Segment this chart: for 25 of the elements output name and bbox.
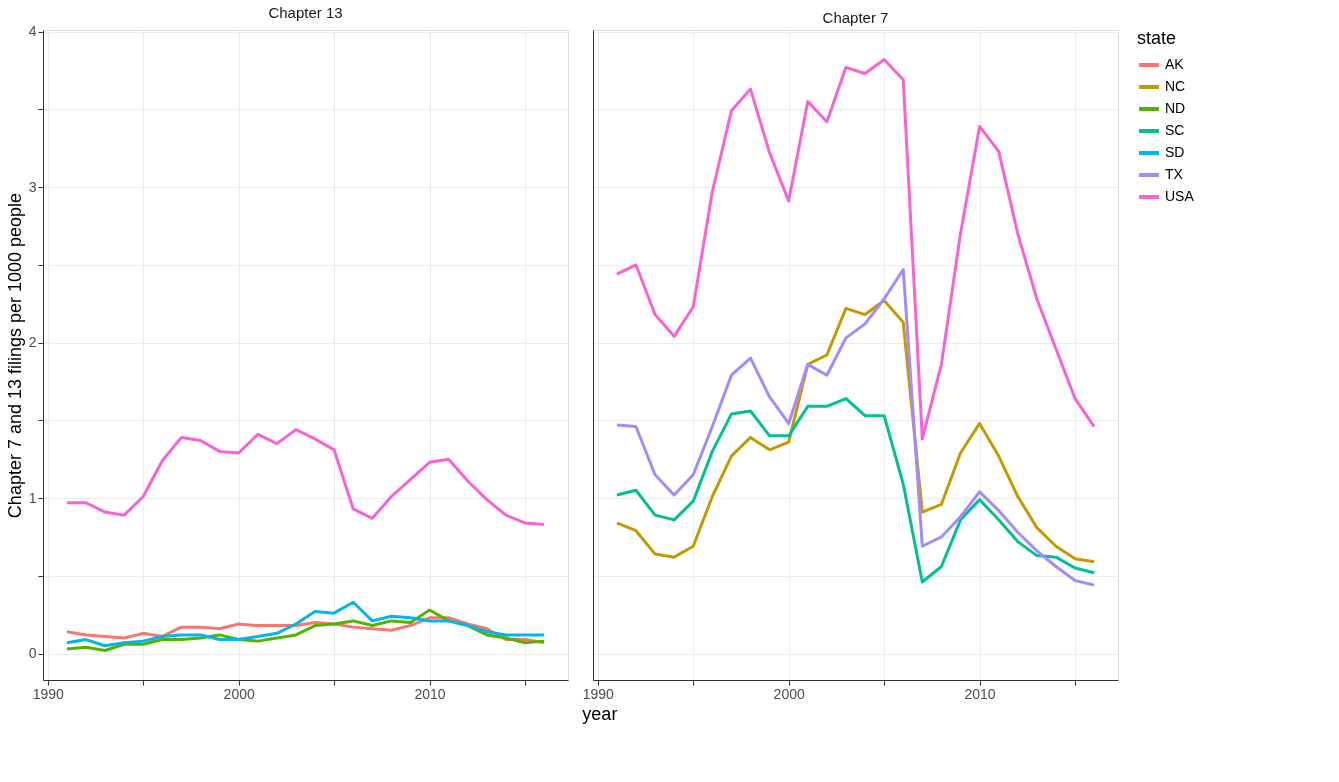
y-tick-label: 0 bbox=[28, 645, 37, 662]
x-tick-label: 1990 bbox=[32, 685, 65, 702]
legend-label: AK bbox=[1165, 56, 1185, 72]
y-tick-label: 4 bbox=[28, 23, 37, 40]
legend-label: SC bbox=[1165, 122, 1185, 138]
legend-label: ND bbox=[1165, 100, 1186, 116]
legend-label: NC bbox=[1165, 78, 1186, 94]
y-tick-label: 2 bbox=[28, 334, 37, 351]
y-tick-label: 1 bbox=[28, 489, 37, 506]
legend-label: SD bbox=[1165, 144, 1185, 160]
x-tick-label: 2010 bbox=[414, 685, 446, 702]
y-axis-title: Chapter 7 and 13 filings per 1000 people bbox=[4, 192, 25, 519]
x-tick-label: 2000 bbox=[223, 685, 255, 702]
line-series bbox=[65, 600, 546, 648]
line-series bbox=[65, 428, 546, 526]
chart-title: Chapter 13 bbox=[268, 3, 343, 21]
y-tick-label: 3 bbox=[28, 178, 37, 195]
legend-label: USA bbox=[1165, 188, 1195, 204]
x-tick-label: 1990 bbox=[582, 685, 615, 702]
legend-label: TX bbox=[1165, 166, 1184, 182]
chart-title: Chapter 7 bbox=[822, 9, 889, 26]
x-axis-title: year bbox=[582, 703, 618, 724]
legend-title: state bbox=[1137, 28, 1177, 48]
x-tick-label: 2000 bbox=[773, 685, 805, 702]
x-tick-label: 2010 bbox=[964, 685, 996, 702]
